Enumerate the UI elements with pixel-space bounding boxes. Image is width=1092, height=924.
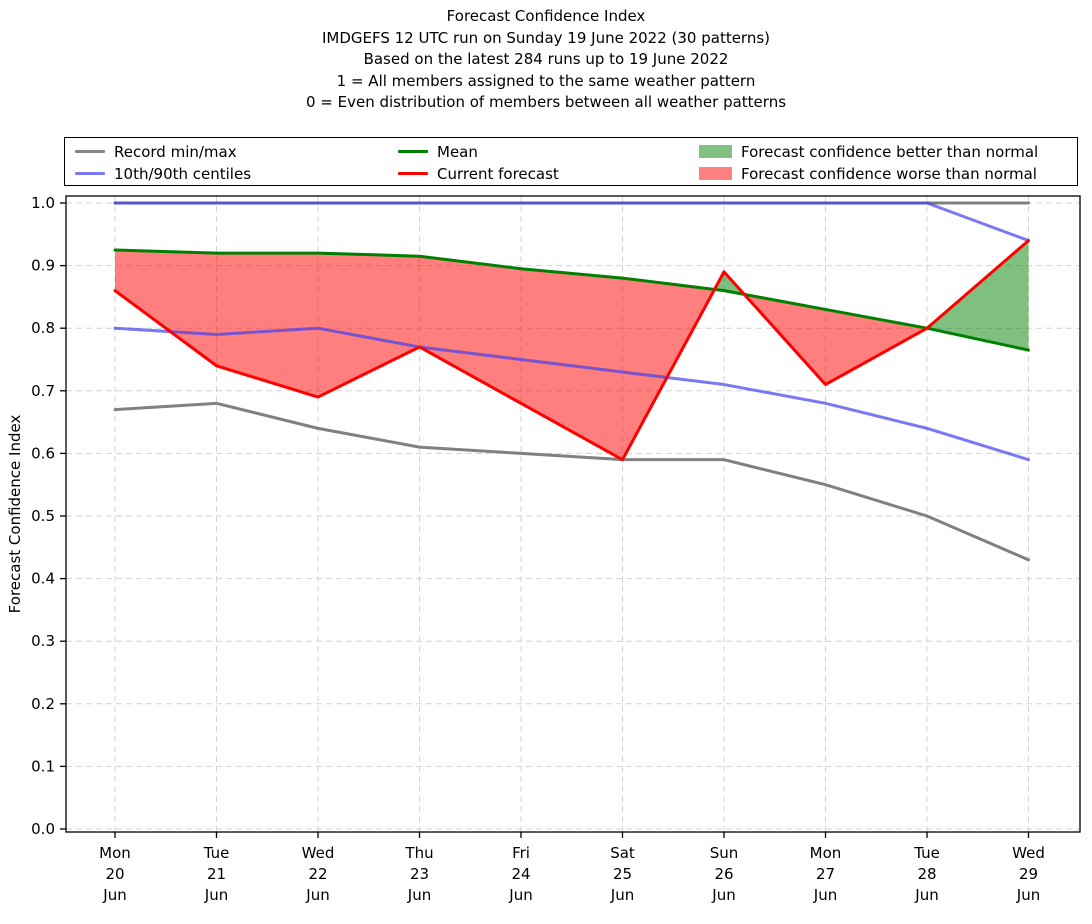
legend-item: 10th/90th centiles xyxy=(75,163,251,184)
legend-item: Forecast confidence better than normal xyxy=(699,141,1038,162)
x-tick-label: Sat xyxy=(610,844,635,862)
x-tick-label: Jun xyxy=(914,886,938,904)
fill-confidence-worse-than-normal xyxy=(744,294,927,385)
legend-item: Mean xyxy=(398,141,559,162)
legend-line-swatch xyxy=(75,149,105,154)
plot-border xyxy=(65,195,1081,833)
x-tick-label: Sun xyxy=(710,844,739,862)
x-tick-label: Jun xyxy=(813,886,837,904)
x-tick-label: Fri xyxy=(512,844,530,862)
chart-title: Forecast Confidence Index xyxy=(446,7,646,25)
y-tick-label: 0.3 xyxy=(31,632,55,650)
legend-item-label: Current forecast xyxy=(437,164,559,183)
fill-confidence-worse-than-normal xyxy=(115,249,715,460)
chart-subtitle-runs: Based on the latest 284 runs up to 19 Ju… xyxy=(363,50,729,68)
legend-patch-swatch xyxy=(699,145,732,158)
chart-subtitle-run: IMDGEFS 12 UTC run on Sunday 19 June 202… xyxy=(321,28,771,47)
x-tick-label: Jun xyxy=(305,886,329,904)
series-90th-centile-line xyxy=(113,201,1030,243)
fill-confidence-better-than-normal xyxy=(927,240,1029,351)
x-tick-label: Tue xyxy=(913,844,940,862)
legend-column: Mean Current forecast xyxy=(398,141,559,184)
y-tick-label: 0.4 xyxy=(31,570,55,588)
series-10th-centile-line xyxy=(113,326,1030,462)
y-axis-label: Forecast Confidence Index xyxy=(6,415,24,614)
x-tick-label: Mon xyxy=(99,844,131,862)
x-tick-label: Jun xyxy=(407,886,431,904)
x-tick-label: 22 xyxy=(308,865,327,883)
x-tick-label: Tue xyxy=(203,844,230,862)
legend-column: Record min/max 10th/90th centiles xyxy=(75,141,251,184)
legend-item-label: 10th/90th centiles xyxy=(114,164,252,183)
x-tick-label: Wed xyxy=(302,844,335,862)
legend-item-label: Forecast confidence better than normal xyxy=(741,142,1039,161)
x-tick-label: Jun xyxy=(204,886,228,904)
series-record-min-line xyxy=(113,401,1030,562)
x-tick-label: Jun xyxy=(1016,886,1040,904)
legend-patch-swatch xyxy=(699,167,732,180)
chart-legend: Record min/max 10th/90th centiles Mean Cur… xyxy=(64,137,1078,186)
x-tick-label: 23 xyxy=(410,865,429,883)
legend-item-label: Mean xyxy=(437,142,478,161)
y-tick-label: 0.0 xyxy=(31,820,55,838)
chart-subtitle-scale-0: 0 = Even distribution of members between… xyxy=(305,93,787,111)
x-tick-label: Jun xyxy=(102,886,126,904)
x-tick-label: Thu xyxy=(404,844,433,862)
legend-item-label: Forecast confidence worse than normal xyxy=(741,164,1037,183)
x-tick-label: 20 xyxy=(105,865,124,883)
y-tick-label: 0.8 xyxy=(31,319,55,337)
y-tick-label: 0.6 xyxy=(31,444,55,462)
legend-line-swatch xyxy=(398,149,428,154)
x-tick-label: Jun xyxy=(610,886,634,904)
x-tick-label: 24 xyxy=(511,865,530,883)
x-tick-label: 21 xyxy=(207,865,226,883)
legend-item-label: Record min/max xyxy=(114,142,237,161)
y-tick-label: 0.2 xyxy=(31,695,55,713)
legend-item: Forecast confidence worse than normal xyxy=(699,163,1038,184)
x-tick-label: 27 xyxy=(816,865,835,883)
y-tick-label: 0.9 xyxy=(31,257,55,275)
x-tick-label: 25 xyxy=(613,865,632,883)
x-tick-label: Wed xyxy=(1012,844,1045,862)
x-tick-label: Mon xyxy=(810,844,842,862)
chart-title-block: Forecast Confidence Index IMDGEFS 12 UTC… xyxy=(0,6,1092,114)
legend-column: Forecast confidence better than normal Fo… xyxy=(699,141,1038,184)
x-tick-label: 28 xyxy=(917,865,936,883)
series-current-forecast-line xyxy=(113,239,1030,462)
x-tick-label: Jun xyxy=(711,886,735,904)
legend-line-swatch xyxy=(398,171,428,176)
x-tick-label: Jun xyxy=(508,886,532,904)
y-tick-label: 0.1 xyxy=(31,757,55,775)
y-tick-label: 1.0 xyxy=(31,194,55,212)
legend-item: Record min/max xyxy=(75,141,251,162)
legend-line-swatch xyxy=(75,171,105,176)
chart-subtitle-scale-1: 1 = All members assigned to the same wea… xyxy=(336,71,756,90)
y-tick-label: 0.7 xyxy=(31,382,55,400)
x-tick-label: 29 xyxy=(1019,865,1038,883)
legend-item: Current forecast xyxy=(398,163,559,184)
series-mean-line xyxy=(113,248,1030,352)
y-tick-label: 0.5 xyxy=(31,507,55,525)
x-tick-label: 26 xyxy=(714,865,733,883)
